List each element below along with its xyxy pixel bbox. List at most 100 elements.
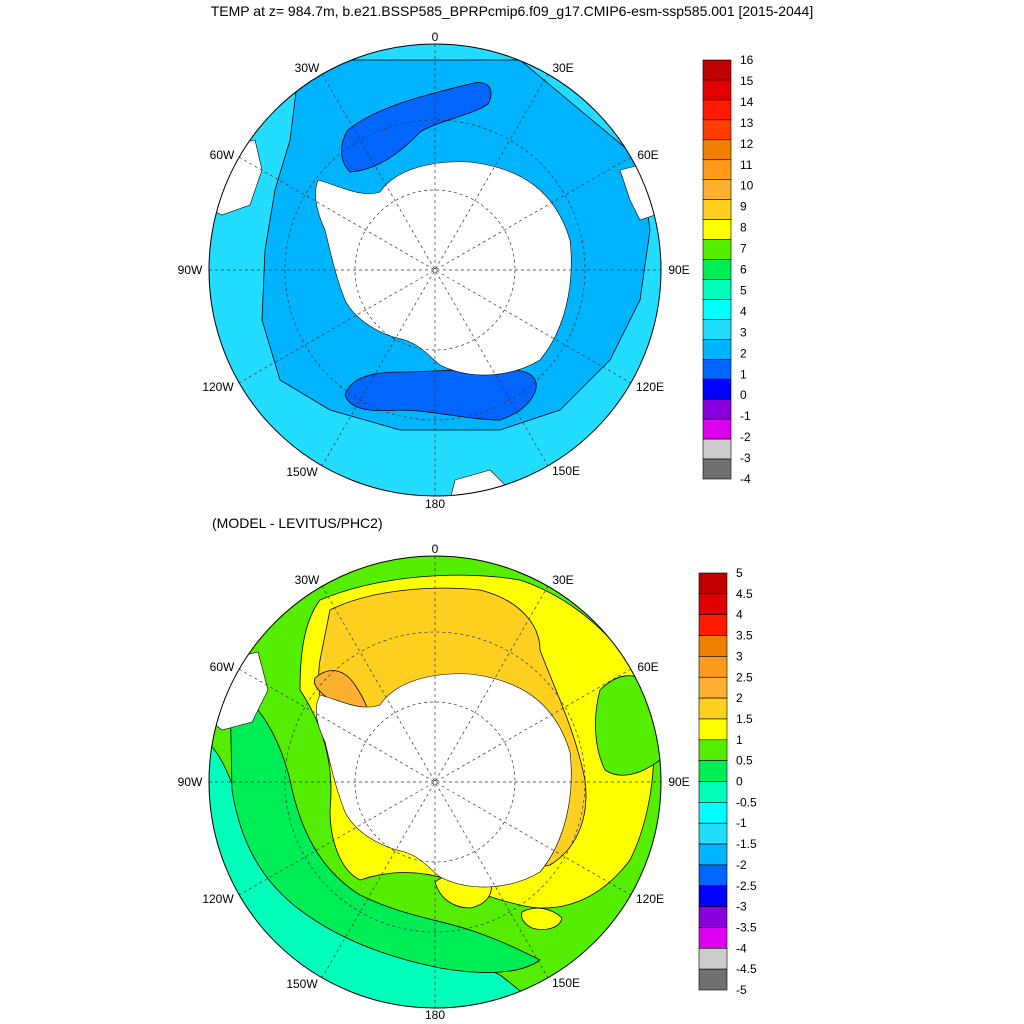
top-colorbar-swatch-10 [702, 259, 732, 280]
bottom-label-30w: 30W [295, 573, 320, 587]
bottom-colorbar-swatch-12 [698, 822, 728, 845]
bottom-label-30e: 30E [552, 573, 573, 587]
bottom-colorbar-swatch-14 [698, 864, 728, 887]
top-colorbar-swatch-6 [702, 179, 732, 200]
bottom-label-90e: 90E [668, 775, 689, 789]
top-colorbar-swatch-5 [702, 159, 732, 181]
bottom-colorbar-tick-label: 3 [736, 649, 743, 663]
top-label-120w: 120W [202, 380, 234, 394]
bottom-label-90w: 90W [178, 775, 203, 789]
bottom-colorbar-tick-label: 3.5 [736, 629, 753, 643]
bottom-colorbar-swatch-9 [698, 760, 728, 782]
top-colorbar-tick-label: 5 [740, 283, 747, 297]
top-colorbar-swatch-7 [702, 199, 732, 220]
top-colorbar-swatch-0 [702, 59, 732, 81]
bottom-colorbar-tick-label: -1.5 [736, 837, 757, 851]
bottom-colorbar-swatch-0 [698, 572, 728, 595]
bottom-colorbar: 5 4.5 4 3.5 3 2.5 2 1.5 1 0.5 0 -0.5 -1 -1.5 -2 -2.5 -3 -… [698, 566, 757, 997]
bottom-colorbar-tick-label: -2 [736, 858, 747, 872]
top-colorbar-tick-label: 10 [740, 179, 754, 193]
top-dark-patch-atlantic [341, 82, 492, 173]
bottom-colorbar-tick-label: -1 [736, 816, 747, 830]
top-label-150w: 150W [286, 465, 318, 479]
bottom-label-60e: 60E [637, 660, 658, 674]
bottom-colorbar-tick-label: -3.5 [736, 920, 757, 934]
difference-subtitle: (MODEL - LEVITUS/PHC2) [212, 515, 383, 531]
top-colorbar-swatch-1 [702, 79, 732, 101]
top-label-90e: 90E [668, 263, 689, 277]
top-colorbar-tick-label: 13 [740, 116, 754, 130]
top-antarctica [315, 161, 572, 376]
top-graticule [209, 44, 661, 496]
top-colorbar-tick-label: 16 [740, 53, 754, 67]
bottom-label-120e: 120E [636, 892, 664, 906]
top-colorbar-swatch-11 [702, 279, 732, 300]
top-colorbar-swatch-2 [702, 99, 732, 121]
bottom-label-180: 180 [425, 1008, 445, 1022]
top-label-60e: 60E [637, 148, 658, 162]
top-colorbar-swatch-8 [702, 219, 732, 240]
bottom-colorbar-tick-label: 1 [736, 733, 743, 747]
top-colorbar-swatch-20 [702, 458, 732, 480]
bottom-yellow-patch-east [521, 907, 563, 930]
bottom-colorbar-swatch-2 [698, 614, 728, 636]
top-colorbar-tick-label: 14 [740, 95, 754, 109]
top-label-90w: 90W [178, 263, 203, 277]
top-colorbar-tick-label: 2 [740, 346, 747, 360]
bottom-graticule [209, 556, 661, 1008]
bottom-colorbar-swatch-1 [698, 593, 728, 615]
bottom-colorbar-tick-label: 2 [736, 691, 743, 705]
top-colorbar-tick-label: -4 [740, 472, 751, 486]
bottom-label-0: 0 [432, 542, 439, 556]
top-colorbar-tick-label: 7 [740, 242, 747, 256]
bottom-colorbar-swatch-18 [698, 947, 728, 970]
top-colorbar-tick-label: -2 [740, 430, 751, 444]
bottom-colorbar-tick-label: 0.5 [736, 754, 753, 768]
top-label-30w: 30W [295, 61, 320, 75]
bottom-label-60w: 60W [210, 660, 235, 674]
top-colorbar-tick-label: 3 [740, 325, 747, 339]
bottom-colorbar-swatch-11 [698, 802, 728, 824]
bottom-colorbar-swatch-3 [698, 635, 728, 657]
top-colorbar-tick-label: -3 [740, 451, 751, 465]
bottom-antarctica [315, 673, 572, 888]
top-colorbar-swatch-13 [702, 319, 732, 340]
top-colorbar-tick-label: 11 [740, 158, 753, 172]
bottom-colorbar-swatch-15 [698, 885, 728, 907]
top-label-120e: 120E [636, 380, 664, 394]
top-polar-map: 0 30E 60E 90E 120E 150E 180 150W 120W 90… [178, 30, 690, 511]
bottom-label-150e: 150E [552, 976, 580, 990]
bottom-label-150w: 150W [286, 977, 318, 991]
plot-title: TEMP at z= 984.7m, b.e21.BSSP585_BPRPcmi… [210, 3, 814, 19]
top-colorbar-swatch-15 [702, 358, 732, 380]
top-colorbar-swatch-16 [702, 378, 732, 400]
top-colorbar-swatch-14 [702, 339, 732, 360]
top-colorbar-swatch-3 [702, 119, 732, 141]
bottom-colorbar-swatch-17 [698, 927, 728, 949]
top-colorbar-swatch-4 [702, 139, 732, 161]
top-label-60w: 60W [210, 148, 235, 162]
top-colorbar-tick-label: 8 [740, 221, 747, 235]
bottom-colorbar-tick-label: 4 [736, 608, 743, 622]
bottom-colorbar-swatch-7 [698, 718, 728, 741]
top-colorbar-swatch-9 [702, 239, 732, 260]
bottom-colorbar-tick-label: -0.5 [736, 795, 757, 809]
bottom-colorbar-tick-label: -5 [736, 983, 747, 997]
bottom-colorbar-tick-label: 4.5 [736, 587, 753, 601]
top-colorbar-tick-label: 15 [740, 74, 754, 88]
top-label-0: 0 [432, 30, 439, 44]
bottom-colorbar-swatch-19 [698, 968, 728, 991]
bottom-colorbar-tick-label: 0 [736, 775, 743, 789]
bottom-colorbar-tick-label: 1.5 [736, 712, 753, 726]
top-colorbar-tick-label: 9 [740, 200, 747, 214]
top-dark-patch-pacific [344, 369, 537, 421]
bottom-colorbar-tick-label: -4 [736, 941, 747, 955]
bottom-colorbar-swatch-10 [698, 781, 728, 803]
bottom-colorbar-tick-label: 2.5 [736, 670, 753, 684]
top-label-30e: 30E [552, 61, 573, 75]
top-colorbar-swatch-19 [702, 438, 732, 460]
top-colorbar-tick-label: 12 [740, 137, 754, 151]
bottom-colorbar-swatch-8 [698, 739, 728, 761]
top-colorbar-tick-label: 0 [740, 388, 747, 402]
bottom-colorbar-tick-label: -2.5 [736, 879, 757, 893]
